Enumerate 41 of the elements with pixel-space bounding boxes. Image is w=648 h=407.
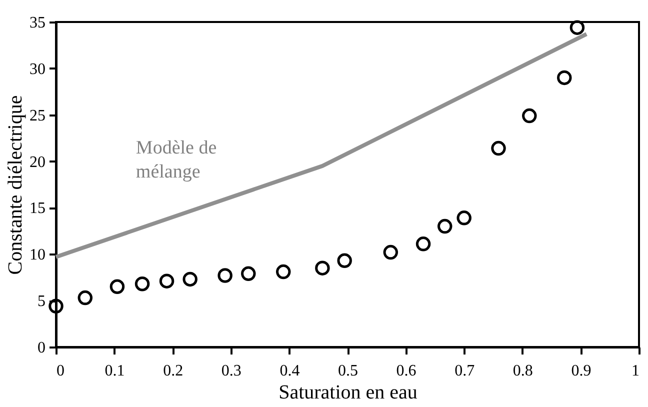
x-tick-label: 0.5 (338, 362, 358, 380)
x-tick-label: 0.4 (280, 362, 300, 380)
y-tick-label: 15 (30, 200, 46, 218)
point (491, 140, 506, 156)
point (522, 108, 537, 124)
x-tick-label: 0.8 (512, 362, 533, 380)
y-tick-label: 30 (30, 60, 46, 78)
point (315, 260, 330, 276)
x-axis-title: Saturation en eau (278, 382, 418, 404)
point (241, 266, 256, 282)
point (557, 70, 572, 86)
point (134, 276, 150, 292)
point (159, 274, 174, 288)
point (337, 253, 352, 268)
y-tick-label: 0 (38, 340, 46, 356)
y-tick-label: 25 (30, 107, 46, 124)
y-tick-label: 20 (30, 154, 46, 171)
x-tick-label: 0.1 (104, 362, 125, 380)
y-tick-label: 10 (30, 246, 46, 264)
point (456, 210, 472, 226)
point (218, 268, 232, 283)
y-tick-label: 5 (38, 293, 46, 310)
point (110, 279, 125, 294)
x-tick-label: 0.7 (454, 362, 475, 380)
point (276, 264, 291, 280)
x-tick-label: 0.3 (221, 362, 242, 380)
point (78, 290, 93, 306)
point (48, 298, 64, 314)
point (182, 272, 198, 287)
y-tick-label: 35 (30, 14, 46, 32)
x-tick-label: 0.2 (163, 362, 184, 380)
point (383, 244, 398, 260)
x-tick-label: 0.6 (396, 362, 416, 380)
point (416, 236, 431, 252)
point (437, 218, 452, 234)
series-label: Modèle de mélange (136, 138, 217, 183)
y-axis-title: Constante diélectrique (4, 95, 26, 275)
x-tick-label: 0.9 (571, 362, 592, 380)
x-tick-label: 0 (56, 362, 64, 380)
x-tick-label: 1 (632, 362, 640, 380)
point (570, 20, 585, 35)
